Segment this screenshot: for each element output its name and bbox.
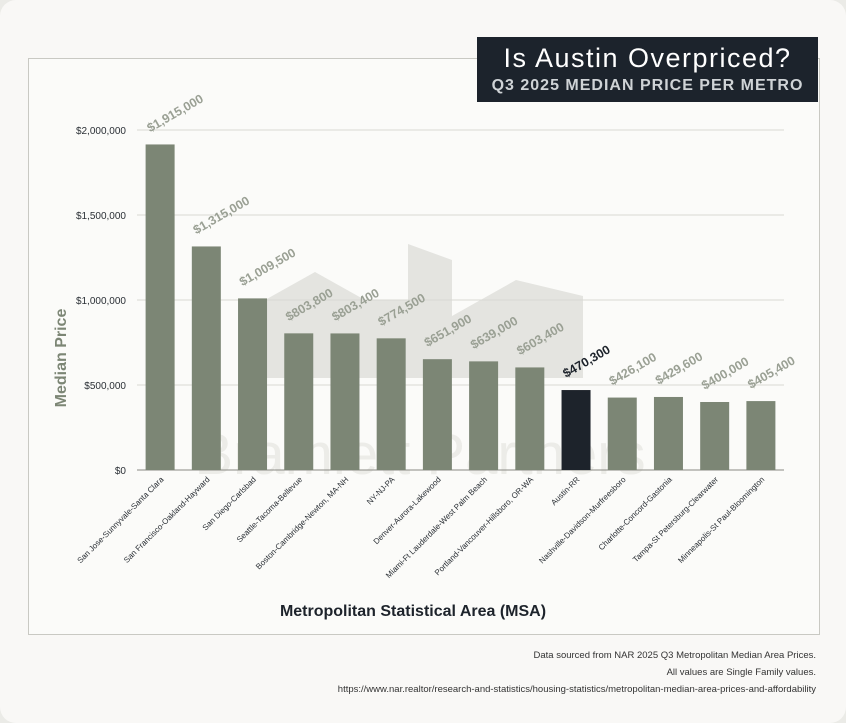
house-shape [452,280,583,378]
bar-0 [145,144,175,470]
bar-5 [376,338,406,470]
bar-3 [284,333,314,470]
bar-6 [422,359,452,470]
chart-title: Is Austin Overpriced? [503,43,792,73]
y-tick-label: $500,000 [84,381,126,392]
bar-13 [746,401,776,470]
value-label: $1,009,500 [237,246,298,289]
footer-url[interactable]: https://www.nar.realtor/research-and-sta… [337,684,816,695]
x-tick-label: Miami-Ft Lauderdale-West Palm Beach [384,475,489,580]
x-tick-label: Portland-Vancouver-Hillsboro, OR-WA [433,475,536,578]
x-tick-label: Minneapolis-St Paul-Bloomington [676,475,766,565]
footer-note: All values are Single Family values. [666,667,816,678]
gridlines [137,129,784,471]
bar-10 [607,397,637,470]
x-tick-label: San Francisco-Oakland-Hayward [122,475,212,565]
value-label: $429,600 [653,349,705,387]
bar-1 [191,246,221,470]
bars-group [145,144,776,470]
x-tick-label: Tampa-St Petersburg-Clearwater [631,475,720,564]
value-label: $400,000 [699,354,751,392]
y-tick-label: $0 [115,466,127,477]
x-tick-label: San Jose-Sunnyvale-Santa Clara [76,475,166,565]
value-label: $426,100 [607,350,659,388]
bar-7 [469,361,499,470]
bar-2 [238,298,268,470]
y-tick-label: $1,500,000 [76,211,126,222]
x-tick-label: Boston-Cambridge-Newton, MA-NH [254,475,350,571]
chart-subtitle: Q3 2025 MEDIAN PRICE PER METRO [491,77,804,94]
title-box: Is Austin Overpriced? Q3 2025 MEDIAN PRI… [477,37,818,102]
x-tick-label: Nashville-Davidson-Murfreesboro [537,475,628,566]
bar-4 [330,333,360,470]
bar-11 [653,396,683,470]
y-tick-labels: $0 $500,000 $1,000,000 $1,500,000 $2,000,000 [76,126,126,477]
value-label: $1,915,000 [145,92,206,135]
y-axis-label: Median Price [53,309,70,408]
bar-9 [561,390,591,470]
bar-8 [515,367,545,470]
value-label: $405,400 [745,353,797,391]
x-axis-label: Metropolitan Statistical Area (MSA) [280,603,546,620]
bar-12 [700,402,730,470]
y-tick-label: $1,000,000 [76,296,126,307]
y-tick-label: $2,000,000 [76,126,126,137]
footer-source: Data sourced from NAR 2025 Q3 Metropolit… [533,650,817,661]
